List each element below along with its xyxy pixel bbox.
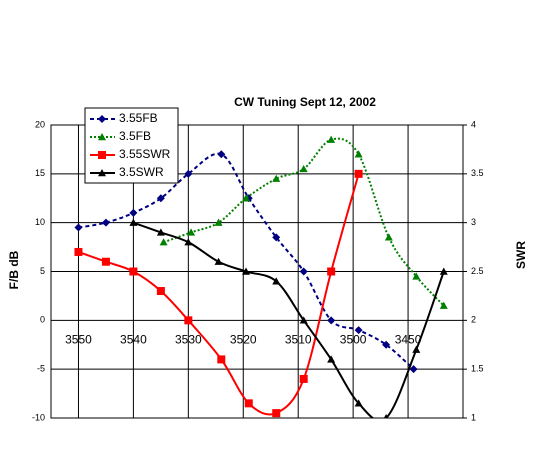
x-tick-label: 3510 (285, 333, 312, 347)
marker (156, 228, 165, 236)
y-tick-label: 10 (35, 217, 45, 227)
marker (354, 399, 363, 407)
marker (382, 340, 391, 349)
marker (98, 151, 106, 159)
legend-label: 3.55SWR (119, 147, 171, 161)
marker (409, 365, 418, 374)
x-tick-label: 3540 (120, 333, 147, 347)
marker (101, 257, 110, 266)
marker (217, 150, 226, 159)
marker (384, 233, 393, 241)
marker (214, 218, 223, 226)
y2-tick-label: 3 (471, 217, 476, 227)
marker (129, 218, 138, 226)
y2-tick-label: 2.5 (471, 266, 484, 276)
y-tick-label: -5 (37, 364, 45, 374)
marker (272, 409, 281, 418)
marker (412, 345, 421, 353)
legend-label: 3.55FB (119, 111, 158, 125)
marker (129, 208, 138, 217)
marker (98, 115, 106, 123)
marker (439, 301, 448, 309)
marker (299, 374, 308, 383)
marker (354, 169, 363, 178)
marker (129, 267, 138, 276)
marker (217, 355, 226, 364)
y2-axis-label: SWR (514, 241, 528, 269)
y-tick-label: 15 (35, 168, 45, 178)
marker (187, 228, 196, 236)
series-line (163, 137, 445, 307)
marker (412, 272, 421, 280)
marker (214, 257, 223, 265)
marker (299, 164, 308, 173)
marker (439, 267, 448, 275)
marker (156, 287, 165, 296)
x-tick-label: 3500 (340, 333, 367, 347)
x-tick-label: 3530 (175, 333, 202, 347)
marker (272, 174, 281, 182)
marker (327, 316, 336, 325)
marker (354, 150, 363, 158)
y-tick-label: -10 (32, 412, 45, 422)
marker (299, 267, 308, 276)
marker (299, 316, 308, 324)
marker (327, 355, 336, 363)
legend-label: 3.5FB (119, 129, 151, 143)
chart-title: CW Tuning Sept 12, 2002 (234, 95, 376, 109)
marker (272, 277, 281, 285)
y2-tick-label: 2 (471, 315, 476, 325)
marker (327, 267, 336, 276)
marker (98, 133, 106, 141)
plot-frame (50, 124, 464, 419)
plot-area (74, 135, 448, 418)
marker (98, 169, 106, 177)
marker (242, 267, 251, 275)
y2-tick-label: 4 (471, 119, 476, 129)
marker (272, 233, 281, 242)
y-tick-label: 0 (40, 315, 45, 325)
y-tick-label: 5 (40, 266, 45, 276)
marker (156, 194, 165, 203)
series-line (78, 173, 360, 416)
marker (244, 399, 253, 408)
y2-tick-label: 3.5 (471, 168, 484, 178)
y2-tick-label: 1 (471, 412, 476, 422)
marker (184, 169, 193, 178)
y-axis-label: F/B dB (7, 250, 21, 289)
marker (327, 135, 336, 143)
marker (184, 316, 193, 325)
x-tick-label: 3550 (65, 333, 92, 347)
legend-label: 3.5SWR (119, 165, 164, 179)
marker (383, 414, 389, 418)
x-tick-label: 3450 (395, 333, 422, 347)
marker (74, 247, 83, 256)
marker (74, 223, 83, 232)
marker (101, 218, 110, 227)
marker (242, 194, 251, 202)
x-tick-label: 3520 (230, 333, 257, 347)
marker (354, 326, 363, 335)
marker (159, 238, 168, 246)
y-tick-label: 20 (35, 119, 45, 129)
y2-tick-label: 1.5 (471, 364, 484, 374)
marker (184, 238, 193, 246)
